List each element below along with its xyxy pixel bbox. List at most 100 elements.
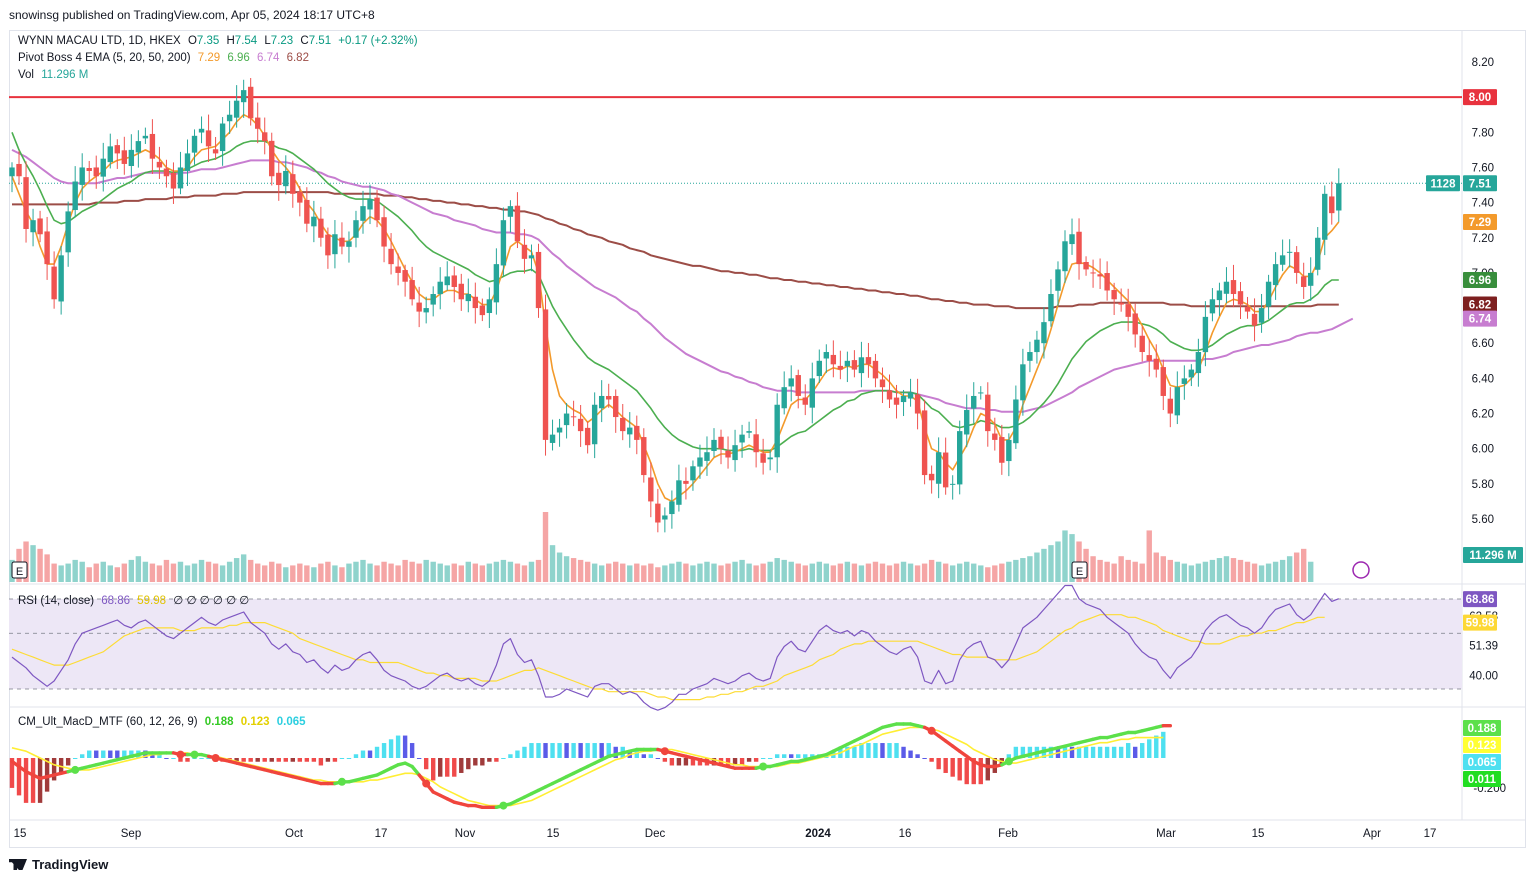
tag-rsi-ma: 59.98: [1466, 618, 1495, 630]
volume-bar: [346, 563, 352, 582]
candle-body: [570, 416, 577, 418]
candle-body: [30, 220, 36, 233]
legend-signal-val: 0.123: [240, 716, 270, 728]
volume-bar: [353, 561, 359, 582]
rsi-band: [9, 599, 1462, 689]
candle-body: [704, 452, 710, 461]
volume-bar: [297, 563, 303, 582]
macd-histogram-bar: [423, 758, 429, 770]
macd-histogram-bar: [9, 758, 15, 788]
candle-body: [795, 375, 801, 396]
candle-body: [809, 378, 815, 408]
volume-bar: [65, 563, 71, 582]
volume-bar: [177, 561, 184, 582]
candle-body: [1251, 313, 1258, 326]
macd-cross-dot: [499, 801, 508, 810]
candle-body: [886, 390, 893, 400]
volume-bar: [514, 563, 521, 582]
candle-body: [402, 270, 408, 282]
candle-body: [1125, 304, 1131, 317]
volume-bar: [1167, 559, 1173, 582]
tag-hline: 8.00: [1469, 92, 1491, 104]
candle-body: [935, 452, 942, 484]
volume-bar: [865, 563, 872, 582]
candle-body: [1230, 280, 1237, 295]
candle-body: [353, 220, 359, 238]
volume-bar: [269, 561, 275, 582]
volume-bar: [1020, 558, 1026, 582]
macd-histogram-bar: [129, 750, 134, 758]
macd-histogram-bar: [206, 758, 211, 759]
legend-rsi: RSI (14, close) 68.86 59.98 ∅ ∅ ∅ ∅ ∅ ∅: [18, 593, 253, 607]
volume-bar: [788, 561, 794, 582]
candle-body: [767, 457, 773, 460]
candle-body: [556, 427, 563, 433]
macd-histogram-bar: [964, 758, 969, 785]
macd-histogram-bar: [58, 758, 64, 773]
candle-body: [879, 379, 886, 388]
macd-histogram-bar: [508, 754, 513, 758]
macd-histogram-bar: [767, 758, 773, 759]
macd-histogram-bar: [873, 743, 878, 758]
legend-h-label: H: [226, 35, 235, 47]
candle-body: [1286, 251, 1293, 253]
time-axis-label: Mar: [1156, 828, 1176, 840]
volume-bar: [704, 561, 710, 582]
volume-bar: [135, 556, 142, 582]
volume-bar: [711, 563, 717, 582]
volume-bar: [613, 561, 619, 582]
candle-body: [1195, 352, 1202, 374]
macd-histogram-bar: [248, 758, 253, 762]
tag-hist-bg: [1463, 754, 1501, 770]
macd-histogram-bar: [346, 758, 352, 759]
volume-bar: [325, 561, 331, 582]
volume-bar: [1160, 556, 1166, 582]
candle-body: [921, 410, 928, 476]
legend-ema5: 7.29: [197, 52, 221, 64]
tag-rsi: 68.86: [1466, 594, 1495, 606]
macd-histogram-bar: [262, 758, 267, 762]
candle-body: [837, 365, 844, 370]
tag-extra: 0.011: [1468, 774, 1497, 786]
macd-histogram-bar: [402, 735, 408, 758]
price-tick-label: 6.00: [1472, 444, 1494, 456]
volume-bar: [655, 567, 661, 582]
volume-bar: [690, 565, 696, 582]
time-axis-label: Feb: [998, 828, 1018, 840]
legend-volume: Vol 11.296 M: [18, 69, 92, 81]
volume-bar: [149, 563, 156, 582]
candle-body: [535, 251, 542, 309]
candle-body: [711, 439, 717, 451]
volume-bar: [893, 563, 900, 582]
legend-l: 7.23: [270, 35, 294, 47]
tradingview-logo-icon: [9, 859, 27, 870]
volume-bar: [1111, 563, 1117, 582]
volume-bar: [304, 565, 310, 582]
candle-body: [297, 191, 303, 203]
macd-cross-dot: [422, 779, 431, 788]
earnings-marker-label: E: [1076, 566, 1083, 578]
macd-histogram-bar: [178, 758, 183, 762]
macd-histogram-bar: [760, 758, 766, 759]
macd-histogram-bar: [23, 758, 29, 803]
macd-histogram-bar: [515, 750, 520, 758]
macd-histogram-bar: [845, 746, 850, 758]
candle-body: [732, 445, 738, 461]
volume-bar: [395, 565, 401, 582]
volume-bar: [409, 561, 415, 582]
volume-bar: [823, 563, 830, 582]
price-tick-label: 5.80: [1472, 479, 1494, 491]
volume-bar: [493, 561, 500, 582]
volume-bar: [591, 563, 598, 582]
macd-histogram-bar: [655, 758, 661, 759]
candle-body: [718, 436, 724, 449]
volume-bar: [851, 563, 858, 582]
legend-c-label: C: [300, 35, 309, 47]
rsi-tick-label: 51.39: [1469, 640, 1498, 652]
tag-rsi-ma-bg: [1463, 614, 1497, 631]
tag-ema50-bg: [1463, 310, 1497, 327]
legend-ema20: 6.96: [227, 52, 250, 64]
time-axis-label: Dec: [645, 828, 666, 840]
candle-body: [1139, 335, 1145, 353]
